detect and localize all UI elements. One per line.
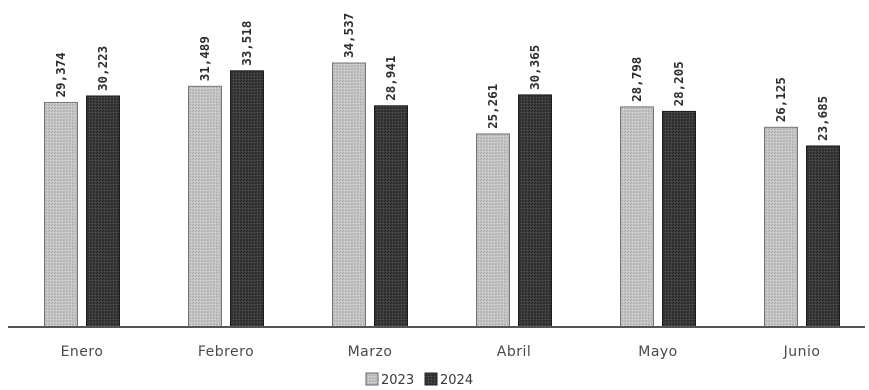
category-label-junio: Junio <box>783 344 821 360</box>
value-label-2023-abril: 25,261 <box>485 84 500 129</box>
category-label-enero: Enero <box>61 344 104 360</box>
bar-2024-junio <box>806 145 840 328</box>
legend-label-2023: 2023 <box>381 373 414 388</box>
value-label-2024-febrero: 33,518 <box>239 21 254 66</box>
legend: 2023 2024 <box>365 372 473 388</box>
bar-2023-marzo <box>332 62 366 328</box>
bars-group <box>44 62 840 328</box>
category-label-febrero: Febrero <box>198 344 254 360</box>
bar-2024-febrero <box>230 70 264 328</box>
bar-2024-marzo <box>374 105 408 328</box>
bar-2023-mayo <box>620 106 654 328</box>
value-label-2023-marzo: 34,537 <box>341 13 356 58</box>
value-label-2024-enero: 30,223 <box>95 46 110 91</box>
bar-2023-febrero <box>188 85 222 328</box>
value-label-2023-mayo: 28,798 <box>629 57 644 102</box>
category-label-marzo: Marzo <box>348 344 393 360</box>
category-label-mayo: Mayo <box>638 344 678 360</box>
legend-swatch-2023 <box>365 372 379 386</box>
bar-2024-enero <box>86 95 120 328</box>
bar-2024-abril <box>518 94 552 328</box>
value-label-2024-mayo: 28,205 <box>671 61 686 106</box>
value-label-2024-junio: 23,685 <box>815 96 830 141</box>
bar-2023-enero <box>44 101 78 328</box>
value-label-2023-junio: 26,125 <box>773 77 788 122</box>
value-label-2023-febrero: 31,489 <box>197 36 212 81</box>
value-label-2023-enero: 29,374 <box>53 52 68 97</box>
bar-2023-junio <box>764 126 798 328</box>
legend-swatch-2024 <box>424 372 438 386</box>
value-label-2024-marzo: 28,941 <box>383 56 398 101</box>
bar-2024-mayo <box>662 110 696 328</box>
bar-2023-abril <box>476 133 510 328</box>
category-labels-group: Enero Febrero Marzo Abril Mayo Junio <box>61 344 821 360</box>
value-label-2024-abril: 30,365 <box>527 45 542 90</box>
value-labels-group: 29,374 30,223 31,489 33,518 34,537 28,941 25,2… <box>53 13 830 141</box>
category-label-abril: Abril <box>497 344 532 360</box>
legend-label-2024: 2024 <box>440 373 473 388</box>
